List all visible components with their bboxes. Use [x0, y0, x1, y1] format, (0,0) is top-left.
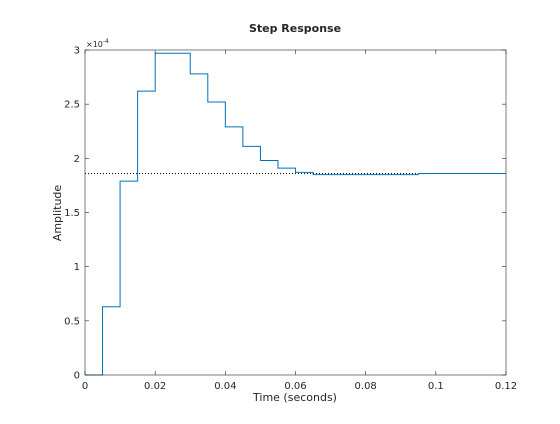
- x-tick-label: 0.04: [214, 381, 236, 392]
- step-sample-point: [364, 173, 366, 175]
- step-sample-point: [400, 173, 402, 175]
- y-tick-label: 0.5: [64, 316, 80, 327]
- y-tick-label: 2: [74, 154, 80, 165]
- y-tick-label: 1: [74, 262, 80, 273]
- step-sample-point: [101, 306, 103, 308]
- step-sample-point: [259, 159, 261, 161]
- y-tick-label: 1.5: [64, 208, 80, 219]
- x-axis-label: Time (seconds): [252, 391, 337, 404]
- y-axis-ticks: 0 0.5 1 1.5 2 2.5 3: [64, 46, 506, 382]
- x-tick-label: 0.12: [495, 381, 517, 392]
- step-sample-point: [189, 73, 191, 75]
- step-sample-point: [487, 172, 489, 174]
- chart-title: Step Response: [249, 22, 341, 35]
- y-exponent-power: -4: [103, 38, 109, 45]
- series-layer: [85, 52, 506, 376]
- step-sample-point: [207, 101, 209, 103]
- y-axis-label: Amplitude: [51, 185, 64, 242]
- plot-area: [85, 50, 506, 375]
- x-tick-label: 0.06: [284, 381, 306, 392]
- step-sample-point: [470, 172, 472, 174]
- x-tick-label: 0.02: [144, 381, 166, 392]
- step-response-line: [85, 52, 506, 376]
- step-sample-point: [417, 172, 419, 174]
- x-tick-label: 0.1: [428, 381, 444, 392]
- step-sample-point: [172, 52, 174, 54]
- step-sample-point: [329, 173, 331, 175]
- step-sample-point: [452, 172, 454, 174]
- step-sample-point: [435, 172, 437, 174]
- y-exponent-base: ×10: [86, 40, 103, 49]
- y-axis-exponent: ×10-4: [86, 38, 109, 49]
- step-sample-point: [136, 90, 138, 92]
- x-tick-label: 0: [82, 381, 88, 392]
- step-sample-point: [119, 180, 121, 182]
- y-tick-label: 0: [74, 371, 80, 382]
- x-axis-ticks: 0 0.02 0.04 0.06 0.08 0.1 0.12: [82, 50, 517, 392]
- step-sample-point: [277, 167, 279, 169]
- y-tick-label: 3: [74, 46, 80, 57]
- y-tick-label: 2.5: [64, 100, 80, 111]
- step-sample-point: [242, 145, 244, 147]
- step-sample-point: [347, 173, 349, 175]
- step-sample-point: [382, 173, 384, 175]
- step-sample-point: [294, 171, 296, 173]
- step-sample-point: [312, 173, 314, 175]
- step-sample-point: [224, 126, 226, 128]
- x-tick-label: 0.08: [355, 381, 377, 392]
